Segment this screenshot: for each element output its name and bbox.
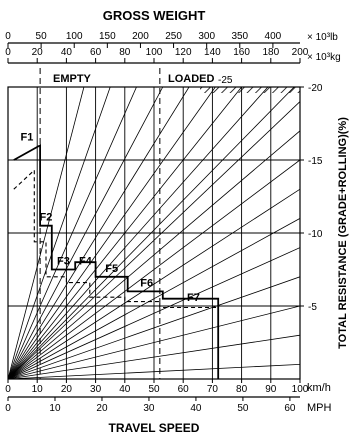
weight-kg-tick-label: 20 [32,47,44,58]
weight-kg-tick-label: 120 [175,47,192,58]
y-tick-label: -5 [308,302,317,313]
x-kmh-tick-label: 40 [119,384,131,395]
weight-kg-tick-label: 180 [262,47,279,58]
weight-kg-tick-label: 160 [233,47,250,58]
resistance-guide-line [8,276,300,379]
weight-lb-tick-label: 150 [99,31,116,42]
x-kmh-tick-label: 60 [178,384,190,395]
weight-kg-tick-label: 60 [90,47,102,58]
resistance-guide-line [8,87,242,379]
resistance-guide-line [8,87,216,379]
x-mph-tick-label: 20 [96,403,108,414]
gear-label: F3 [57,256,70,268]
x-mph-tick-label: 40 [190,403,202,414]
x-kmh-tick-label: 30 [90,384,102,395]
resistance-guide-line [8,159,300,379]
gear-label: F4 [79,256,93,268]
resistance-guide-line [8,87,137,379]
weight-lb-tick-label: 200 [132,31,149,42]
y-tick-label: -10 [308,229,323,240]
resistance-guide-line [8,334,300,379]
x-kmh-tick-label: 0 [5,384,11,395]
y-axis: -5 -10 -15 -20 TOTAL RESISTANCE (GRADE+ROLL… [300,83,349,349]
gear-label: F1 [21,131,34,143]
weight-lb-unit: × 10³lb [307,32,338,43]
x-mph-tick-label: 30 [143,403,155,414]
weight-kg-tick-label: 140 [204,47,221,58]
weight-lb-tick-label: 0 [5,31,11,42]
x-kmh-tick-label: 10 [32,384,44,395]
resistance-guide-line [8,247,300,379]
x-kmh-tick-label: 50 [148,384,160,395]
weight-kg-tick-label: 0 [5,47,11,58]
resistance-guide-line [8,87,164,379]
weight-kg-tick-label: 200 [292,47,309,58]
plot-area: F1 F2 F3 F4 F5 F6 F7 [7,68,301,380]
x-kmh-tick-label: 90 [265,384,277,395]
x-kmh-tick-label: 100 [292,384,309,395]
weight-kg-tick-label: 100 [146,47,163,58]
x-kmh-unit: km/h [307,382,331,394]
resistance-guide-line [8,130,300,379]
x-mph-axis: 0 10 20 30 40 50 60 MPH [5,396,332,414]
weight-lb-tick-label: 100 [66,31,83,42]
x-kmh-axis: 0 10 20 30 40 50 60 70 80 90 100 km/h [5,379,331,395]
x-kmh-tick-label: 70 [207,384,219,395]
weight-kg-tick-label: 80 [119,47,131,58]
x-mph-tick-label: 60 [284,403,296,414]
y-tick-label: -15 [308,156,323,167]
resistance-guide-line [8,87,190,379]
x-mph-unit: MPH [307,402,332,414]
chart-title: GROSS WEIGHT [103,8,206,23]
x-mph-tick-label: 50 [237,403,249,414]
resistance-guide-line [8,87,269,379]
weight-kg-unit: × 10³kg [307,52,341,63]
resistance-guide-line [8,87,85,379]
gear-label: F7 [187,292,200,304]
x-mph-tick-label: 0 [5,403,11,414]
gear-label: F2 [40,212,53,224]
empty-label: EMPTY [53,73,92,85]
x-axis-label: TRAVEL SPEED [109,421,200,435]
weight-lb-tick-label: 300 [198,31,215,42]
resistance-guide-line [8,188,300,379]
y-axis-label: TOTAL RESISTANCE (GRADE+ROLLING)(%) [337,117,349,349]
rimpull-dashed-curve [13,168,219,309]
weight-lb-axis: 0 50 100 150 200 250 300 350 400 × 10³lb [5,31,338,48]
resistance-25-label: -25 [218,75,233,86]
weight-lb-tick-label: 250 [165,31,182,42]
resistance-guide-line [8,218,300,379]
x-kmh-tick-label: 80 [236,384,248,395]
weight-lb-tick-label: 350 [231,31,248,42]
hatched-region [200,87,300,93]
resistance-guide-line [8,101,300,379]
gear-label: F5 [105,263,118,275]
resistance-guide-line [8,364,300,379]
weight-kg-tick-label: 40 [61,47,73,58]
gear-label: F6 [140,277,153,289]
weight-lb-tick-label: 400 [265,31,282,42]
weight-kg-axis: 0 20 40 60 80 100 120 140 160 180 200 × 10³kg [5,47,341,64]
rimpull-solid-curve [13,143,220,379]
weight-lb-tick-label: 50 [36,31,48,42]
resistance-guide-line [8,87,111,379]
resistance-guide-line [8,305,300,379]
loaded-label: LOADED [168,73,215,85]
y-tick-label: -20 [308,83,323,94]
resistance-guide-line [8,87,295,379]
x-mph-tick-label: 10 [49,403,61,414]
x-kmh-tick-label: 20 [61,384,73,395]
